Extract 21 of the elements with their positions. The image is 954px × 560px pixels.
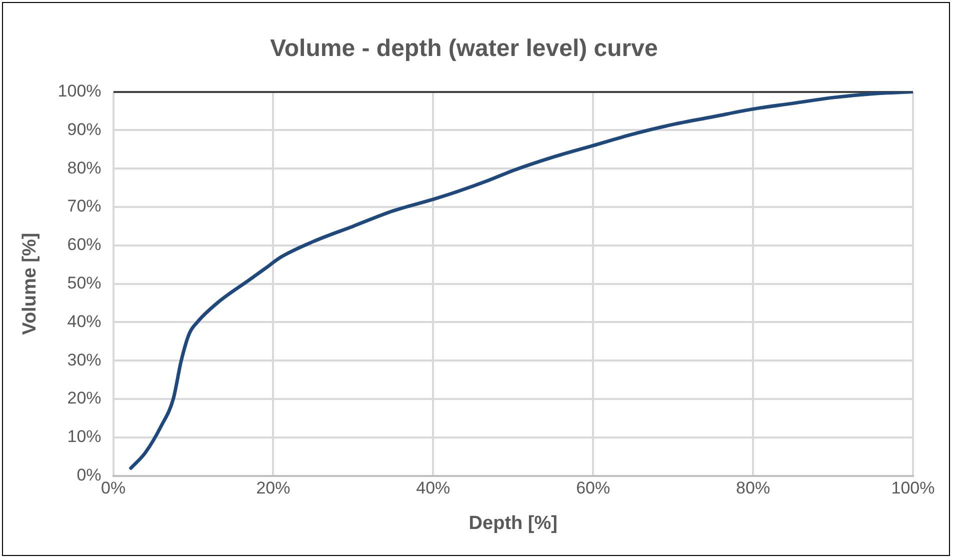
y-tick-label: 90% (67, 120, 102, 139)
y-tick-label: 40% (67, 312, 102, 331)
y-tick-label: 0% (76, 465, 102, 484)
chart-title: Volume - depth (water level) curve (270, 35, 658, 62)
y-tick-label: 50% (67, 273, 102, 292)
x-tick-label: 40% (416, 478, 450, 498)
y-tick-label: 30% (67, 350, 102, 370)
y-tick-label: 100% (58, 81, 102, 100)
x-tick-label: 80% (736, 478, 770, 498)
y-tick-label: 70% (67, 196, 102, 216)
y-tick-label: 80% (67, 158, 102, 178)
line-series (129, 92, 913, 470)
x-tick-label: 20% (256, 478, 290, 498)
y-tick-label: 10% (67, 427, 102, 446)
y-tick-label: 20% (67, 388, 102, 408)
x-tick-label: 60% (576, 478, 610, 498)
x-tick-label: 100% (891, 478, 935, 498)
y-tick-label: 60% (67, 235, 102, 254)
y-axis-title: Volume [%] (20, 232, 41, 335)
x-tick-label: 0% (100, 478, 126, 498)
x-axis-title: Depth [%] (468, 512, 558, 534)
